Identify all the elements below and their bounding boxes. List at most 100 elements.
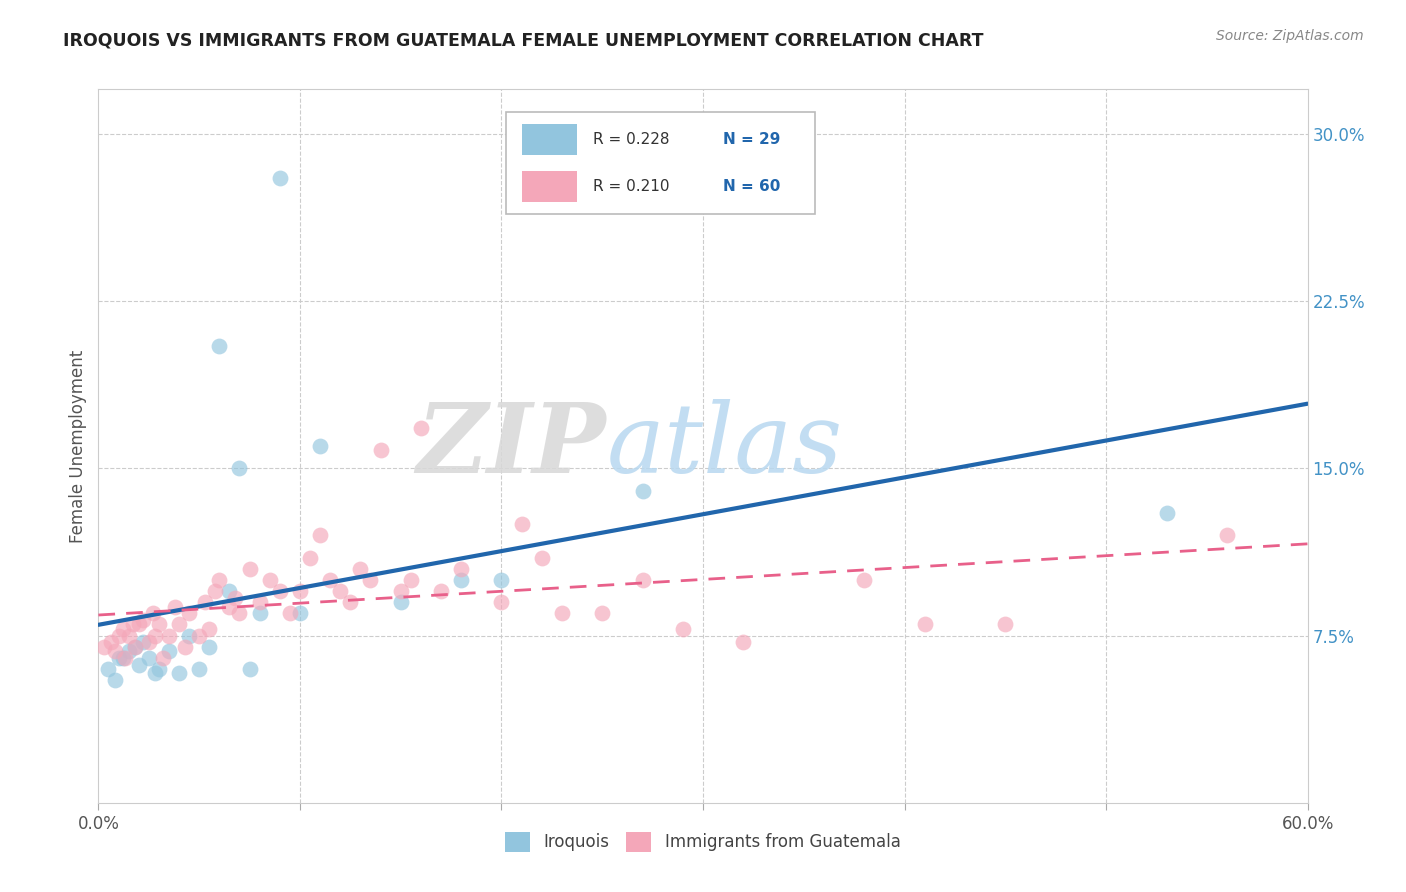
Point <box>93 640 115 654</box>
Point <box>208 338 231 352</box>
Point <box>118 644 141 658</box>
FancyBboxPatch shape <box>522 171 578 202</box>
Text: N = 60: N = 60 <box>723 179 780 194</box>
Point <box>228 461 250 475</box>
Point <box>309 528 332 542</box>
Point <box>188 628 211 642</box>
Point <box>399 573 422 587</box>
Point <box>239 662 262 676</box>
Point <box>853 573 876 587</box>
Text: atlas: atlas <box>606 399 842 493</box>
Point <box>631 483 654 498</box>
Point <box>389 595 412 609</box>
Point <box>370 443 392 458</box>
Point <box>208 573 231 587</box>
Point <box>138 651 160 665</box>
Point <box>198 622 221 636</box>
Point <box>510 516 533 531</box>
FancyBboxPatch shape <box>522 124 578 154</box>
Point <box>218 583 240 598</box>
Point <box>409 421 432 435</box>
Point <box>132 613 155 627</box>
Point <box>103 644 125 658</box>
Point <box>994 617 1017 632</box>
Point <box>174 640 197 654</box>
Point <box>157 628 180 642</box>
Point <box>339 595 361 609</box>
Point <box>143 666 166 681</box>
Point <box>128 657 150 672</box>
Point <box>128 617 150 632</box>
Point <box>152 651 174 665</box>
Point <box>114 651 136 665</box>
Point <box>239 562 262 576</box>
Point <box>450 562 472 576</box>
Point <box>107 628 129 642</box>
Point <box>733 635 755 649</box>
Point <box>167 617 190 632</box>
Point <box>179 628 201 642</box>
Point <box>319 573 342 587</box>
Point <box>121 617 143 632</box>
Point <box>631 573 654 587</box>
Point <box>157 644 180 658</box>
Point <box>269 171 291 186</box>
Point <box>430 583 453 598</box>
Point <box>179 607 201 621</box>
Point <box>309 439 332 453</box>
Point <box>167 666 190 681</box>
Point <box>111 622 134 636</box>
Point <box>228 607 250 621</box>
Point <box>491 595 513 609</box>
Point <box>329 583 352 598</box>
Point <box>103 673 125 687</box>
Point <box>389 583 412 598</box>
Point <box>1156 506 1178 520</box>
Point <box>914 617 936 632</box>
Point <box>163 599 186 614</box>
Point <box>111 651 134 665</box>
Point <box>132 635 155 649</box>
Point <box>288 583 311 598</box>
Point <box>142 607 165 621</box>
Text: ZIP: ZIP <box>416 399 606 493</box>
Point <box>299 550 322 565</box>
Point <box>278 607 301 621</box>
Text: R = 0.228: R = 0.228 <box>593 132 669 146</box>
Text: R = 0.210: R = 0.210 <box>593 179 669 194</box>
Point <box>118 628 141 642</box>
Point <box>249 607 271 621</box>
Point <box>143 628 166 642</box>
Point <box>148 617 170 632</box>
Point <box>224 591 246 605</box>
Point <box>194 595 217 609</box>
Text: N = 29: N = 29 <box>723 132 780 146</box>
Point <box>349 562 371 576</box>
Point <box>218 599 240 614</box>
Point <box>259 573 281 587</box>
Legend: Iroquois, Immigrants from Guatemala: Iroquois, Immigrants from Guatemala <box>499 825 907 859</box>
Point <box>491 573 513 587</box>
Point <box>204 583 226 598</box>
Y-axis label: Female Unemployment: Female Unemployment <box>69 350 87 542</box>
Point <box>188 662 211 676</box>
Point <box>97 662 120 676</box>
Text: Source: ZipAtlas.com: Source: ZipAtlas.com <box>1216 29 1364 43</box>
Point <box>100 635 122 649</box>
Point <box>530 550 553 565</box>
Point <box>249 595 271 609</box>
FancyBboxPatch shape <box>506 112 815 214</box>
Point <box>591 607 613 621</box>
Point <box>107 651 129 665</box>
Point <box>288 607 311 621</box>
Point <box>360 573 382 587</box>
Point <box>269 583 291 598</box>
Point <box>124 640 146 654</box>
Point <box>450 573 472 587</box>
Point <box>1216 528 1239 542</box>
Text: IROQUOIS VS IMMIGRANTS FROM GUATEMALA FEMALE UNEMPLOYMENT CORRELATION CHART: IROQUOIS VS IMMIGRANTS FROM GUATEMALA FE… <box>63 31 984 49</box>
Point <box>148 662 170 676</box>
Point <box>551 607 574 621</box>
Point <box>672 622 695 636</box>
Point <box>198 640 221 654</box>
